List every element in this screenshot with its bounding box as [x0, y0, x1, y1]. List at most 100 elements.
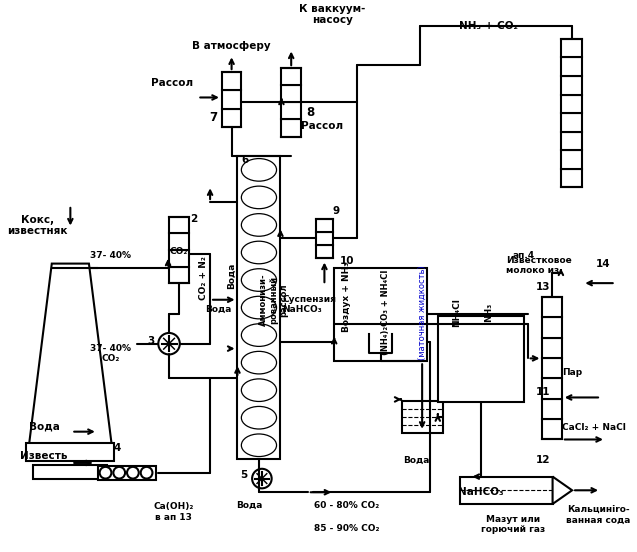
Text: 14: 14: [596, 259, 611, 269]
Text: Вода: Вода: [236, 501, 262, 510]
Bar: [561, 94, 582, 113]
Bar: [542, 358, 562, 378]
Ellipse shape: [241, 406, 276, 429]
Bar: [315, 219, 333, 232]
Bar: [460, 476, 552, 504]
Text: 3: 3: [147, 336, 154, 346]
Text: 11: 11: [536, 386, 550, 396]
Circle shape: [99, 467, 111, 479]
Text: Кокс,
известняк: Кокс, известняк: [7, 215, 68, 236]
Text: ап.4: ап.4: [513, 251, 535, 260]
Text: CaCl₂ + NaCl: CaCl₂ + NaCl: [562, 423, 626, 432]
Text: NaHCO₃: NaHCO₃: [458, 487, 504, 497]
Bar: [334, 268, 427, 362]
Text: Суспензия
NaHCO₃: Суспензия NaHCO₃: [282, 295, 336, 315]
Circle shape: [141, 467, 152, 479]
Bar: [542, 378, 562, 399]
Bar: [33, 465, 108, 479]
Bar: [169, 250, 189, 267]
Ellipse shape: [241, 296, 276, 319]
Text: Воздух + NH₃: Воздух + NH₃: [343, 262, 352, 332]
Text: 13: 13: [536, 282, 550, 292]
Text: CO₂: CO₂: [169, 247, 188, 256]
Text: 85 - 90% CO₂: 85 - 90% CO₂: [314, 524, 380, 533]
Bar: [561, 169, 582, 187]
Ellipse shape: [241, 214, 276, 236]
Text: 37- 40%: 37- 40%: [90, 251, 131, 260]
Text: 5: 5: [240, 470, 247, 480]
Polygon shape: [552, 476, 572, 504]
Text: Ca(OH)₂
в ап 13: Ca(OH)₂ в ап 13: [154, 502, 194, 522]
Ellipse shape: [241, 186, 276, 209]
Bar: [561, 57, 582, 76]
Text: Вода: Вода: [205, 305, 232, 315]
Text: 7: 7: [209, 111, 217, 124]
Bar: [26, 443, 114, 461]
Bar: [542, 399, 562, 419]
Bar: [315, 245, 333, 258]
Bar: [561, 76, 582, 94]
Bar: [561, 150, 582, 169]
Ellipse shape: [241, 324, 276, 347]
Text: Рассол: Рассол: [152, 78, 194, 88]
Text: Аммонизи-
рованный
рассол: Аммонизи- рованный рассол: [259, 273, 289, 326]
Bar: [542, 419, 562, 439]
Text: Вода: Вода: [29, 422, 59, 432]
Bar: [542, 317, 562, 338]
Ellipse shape: [241, 269, 276, 291]
Text: 12: 12: [536, 455, 550, 465]
Text: К ваккуум-
насосу: К ваккуум- насосу: [299, 4, 366, 25]
Bar: [561, 132, 582, 150]
Bar: [169, 217, 189, 233]
Text: 2: 2: [190, 214, 198, 224]
Text: Кальцинiro-
ванная сода: Кальцинiro- ванная сода: [566, 505, 630, 524]
Text: 60 - 80% CO₂: 60 - 80% CO₂: [314, 501, 380, 510]
Text: Рассол: Рассол: [301, 121, 343, 131]
Ellipse shape: [241, 434, 276, 457]
Bar: [438, 316, 524, 402]
Text: Вода: Вода: [404, 456, 430, 465]
Ellipse shape: [241, 379, 276, 401]
Bar: [97, 466, 156, 480]
Bar: [542, 297, 562, 317]
Bar: [282, 68, 301, 85]
Text: (NH₄)₂CO₃ + NH₄Cl: (NH₄)₂CO₃ + NH₄Cl: [382, 270, 390, 355]
Circle shape: [159, 333, 180, 354]
Text: Известковое
молоко из: Известковое молоко из: [506, 256, 572, 275]
Text: В атмосферу: В атмосферу: [192, 41, 271, 51]
Text: NH₃: NH₃: [484, 303, 493, 322]
Ellipse shape: [241, 352, 276, 374]
Bar: [561, 39, 582, 57]
Text: 9: 9: [333, 206, 340, 216]
Text: 10: 10: [340, 256, 355, 266]
Text: Мазут или
горючий газ: Мазут или горючий газ: [481, 515, 545, 534]
Bar: [169, 267, 189, 283]
Text: NH₃ + CO₂: NH₃ + CO₂: [459, 21, 518, 31]
Circle shape: [113, 467, 125, 479]
Bar: [169, 233, 189, 250]
Text: Пар: Пар: [562, 368, 582, 377]
Bar: [222, 91, 241, 109]
Bar: [282, 102, 301, 119]
Circle shape: [127, 467, 139, 479]
Ellipse shape: [241, 158, 276, 181]
Text: NH₄Cl: NH₄Cl: [452, 298, 461, 327]
Text: Вода: Вода: [227, 262, 236, 289]
Bar: [315, 232, 333, 245]
Polygon shape: [29, 264, 112, 447]
Bar: [282, 119, 301, 136]
Bar: [282, 85, 301, 102]
Text: 4: 4: [113, 443, 121, 453]
Bar: [561, 113, 582, 132]
Text: Известь: Известь: [20, 451, 68, 461]
Text: CO₂ + N₂: CO₂ + N₂: [199, 256, 208, 300]
Text: 6: 6: [241, 155, 248, 165]
Bar: [542, 338, 562, 358]
Bar: [222, 72, 241, 91]
Text: 37- 40%
CO₂: 37- 40% CO₂: [90, 344, 131, 363]
Bar: [401, 401, 443, 433]
Text: 8: 8: [306, 106, 314, 119]
Ellipse shape: [241, 241, 276, 264]
Bar: [222, 109, 241, 127]
Bar: [238, 156, 280, 459]
